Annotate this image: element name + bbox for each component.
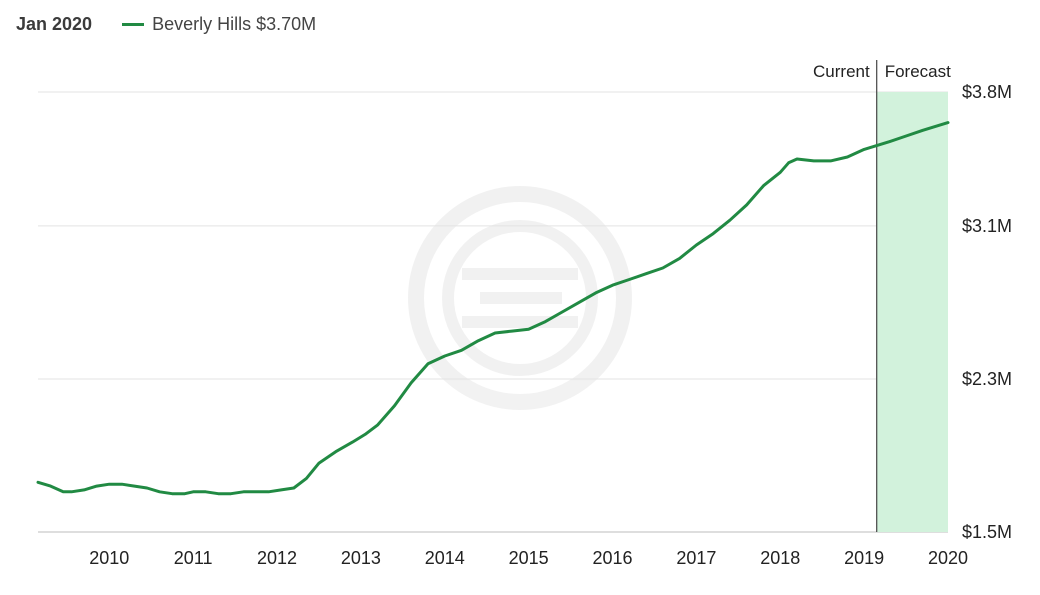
y-tick-label: $2.3M — [962, 369, 1012, 389]
y-tick-label: $1.5M — [962, 522, 1012, 542]
x-tick-label: 2010 — [89, 548, 129, 568]
axis-ticks: 2010 2011 2012 2013 2014 2015 2016 2017 2018 2019… — [89, 82, 1012, 568]
chart-header: Jan 2020 Beverly Hills $3.70M — [16, 10, 316, 38]
watermark-logo — [408, 186, 632, 410]
series-lines — [36, 121, 950, 496]
x-tick-label: 2019 — [844, 548, 884, 568]
legend-label: Beverly Hills $3.70M — [152, 13, 317, 34]
x-tick-label: 2013 — [341, 548, 381, 568]
forecast-region — [876, 60, 948, 532]
x-tick-label: 2017 — [676, 548, 716, 568]
x-tick-label: 2016 — [592, 548, 632, 568]
x-tick-label: 2012 — [257, 548, 297, 568]
x-tick-label: 2014 — [425, 548, 465, 568]
series-line — [36, 121, 950, 496]
grid-lines — [38, 91, 948, 533]
x-tick-label: 2018 — [760, 548, 800, 568]
x-tick-label: 2015 — [509, 548, 549, 568]
current-label: Current — [813, 62, 870, 81]
date-label: Jan 2020 — [16, 13, 93, 34]
current-forecast-markers: Current Forecast — [813, 62, 951, 81]
forecast-band — [876, 92, 948, 532]
y-tick-label: $3.1M — [962, 216, 1012, 236]
y-tick-label: $3.8M — [962, 82, 1012, 102]
forecast-label: Forecast — [885, 62, 951, 81]
legend: Beverly Hills $3.70M — [122, 14, 316, 35]
x-tick-label: 2020 — [928, 548, 968, 568]
x-tick-label: 2011 — [174, 548, 213, 568]
legend-line-swatch — [122, 22, 145, 26]
